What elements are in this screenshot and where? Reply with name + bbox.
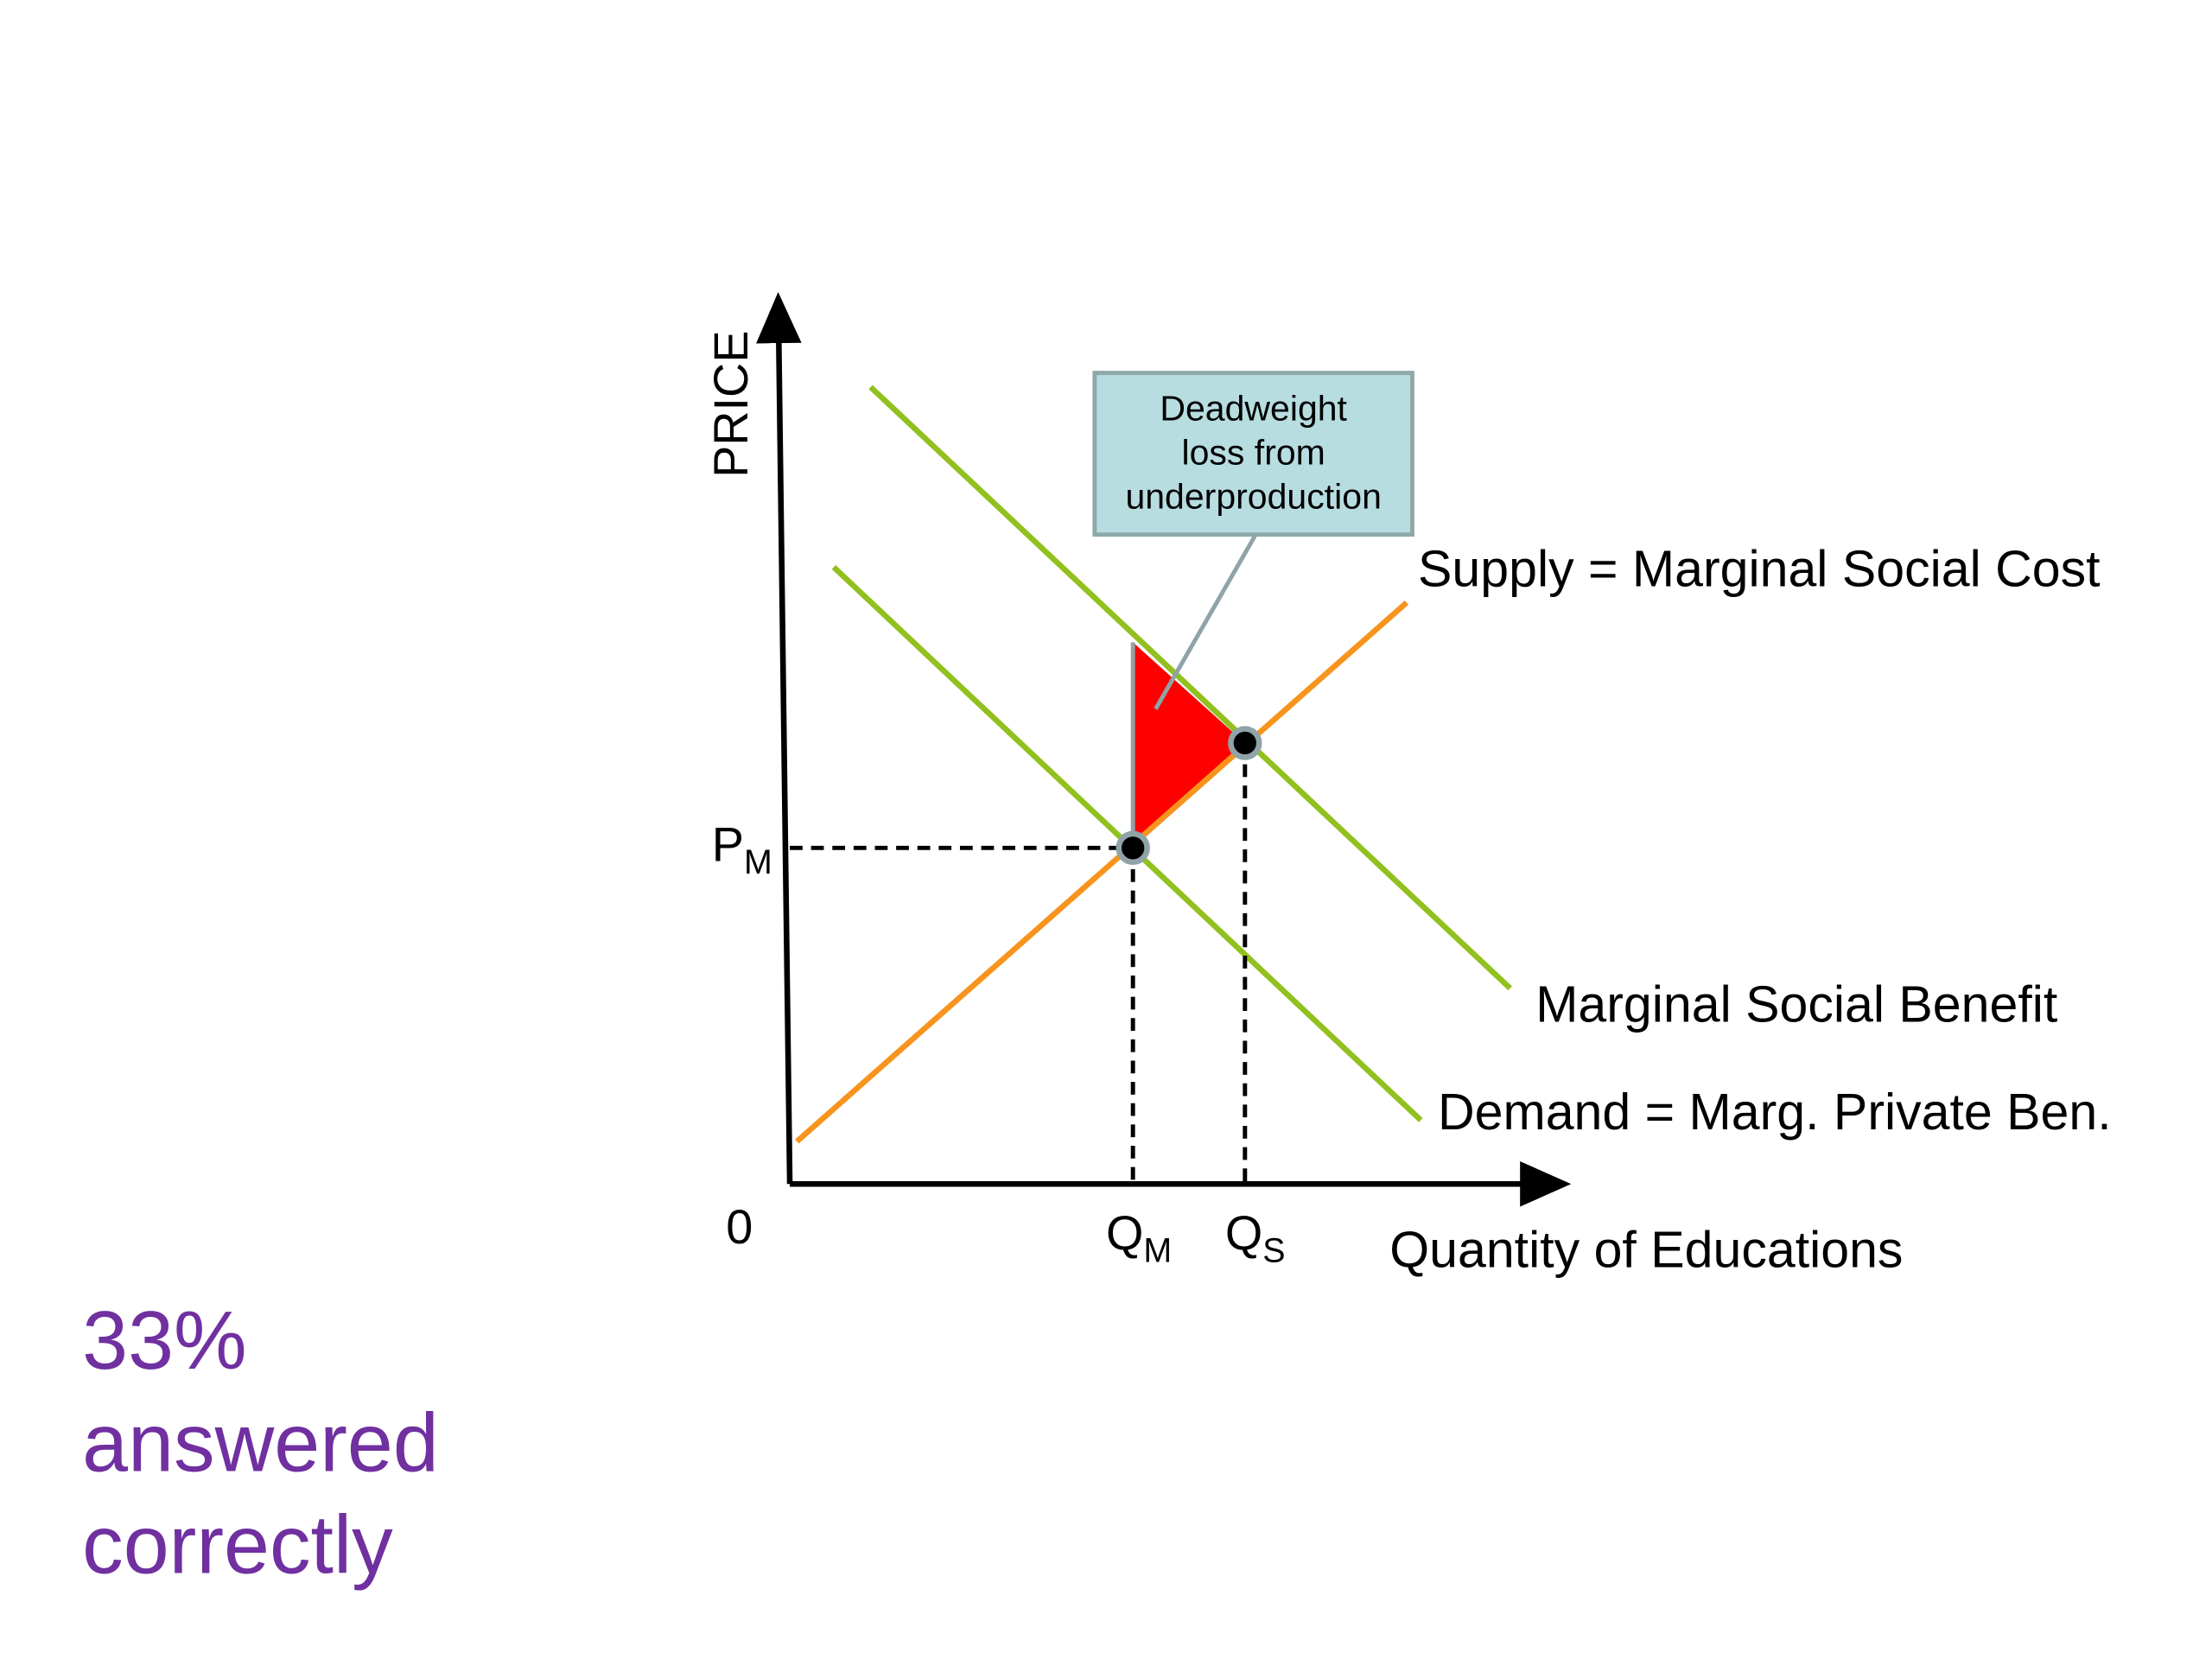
callout-text: Deadweight — [1160, 389, 1347, 429]
demand-label: Demand = Marg. Private Ben. — [1438, 1084, 2112, 1141]
quantity-label: QS — [1225, 1205, 1286, 1270]
social-benefit-label: Marginal Social Benefit — [1535, 976, 2057, 1033]
supply-label: Supply = Marginal Social Cost — [1418, 541, 2101, 598]
y-axis-label: PRICE — [703, 330, 758, 477]
label-main: Q — [1106, 1205, 1143, 1260]
result-text: correctly — [82, 1499, 393, 1591]
y-axis — [756, 292, 802, 1185]
market-point — [1116, 830, 1150, 866]
label-sub: M — [744, 843, 772, 881]
supply-curve — [795, 600, 1409, 1144]
social-point — [1228, 726, 1262, 760]
price-label: PM — [712, 817, 772, 881]
result-text: 33% — [82, 1295, 246, 1387]
x-axis-label: Quantity of Educations — [1389, 1221, 1903, 1278]
callout-text: underproduction — [1125, 476, 1381, 516]
callout-pointer — [1154, 535, 1257, 710]
callout-box — [1092, 371, 1414, 537]
deadweight-loss — [1133, 642, 1245, 849]
label-sub: S — [1262, 1232, 1285, 1270]
social-benefit-curve — [868, 385, 1512, 991]
label-main: P — [712, 817, 744, 871]
label-sub: M — [1143, 1232, 1172, 1270]
result-text: answered — [82, 1397, 439, 1489]
quantity-label: QM — [1106, 1205, 1172, 1270]
label-main: Q — [1225, 1205, 1262, 1260]
origin-label: 0 — [726, 1199, 753, 1254]
callout-text: loss from — [1181, 433, 1325, 473]
